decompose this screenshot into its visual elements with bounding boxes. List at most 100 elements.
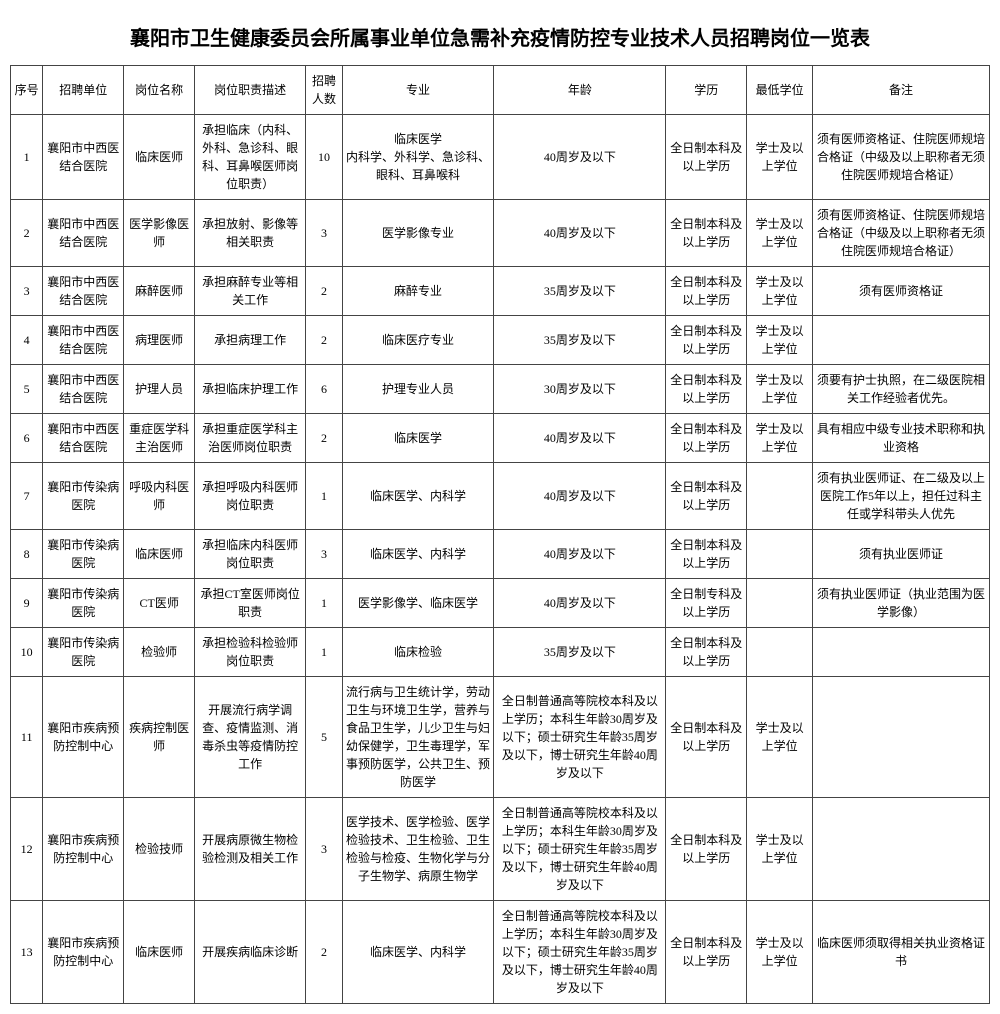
table-row: 10襄阳市传染病医院检验师承担检验科检验师岗位职责1临床检验35周岁及以下全日制… [11, 628, 990, 677]
cell-desc: 承担临床内科医师岗位职责 [195, 530, 306, 579]
table-row: 4襄阳市中西医结合医院病理医师承担病理工作2临床医疗专业35周岁及以下全日制本科… [11, 316, 990, 365]
cell-unit: 襄阳市传染病医院 [43, 463, 124, 530]
cell-seq: 9 [11, 579, 43, 628]
cell-num: 1 [306, 579, 342, 628]
col-degree: 最低学位 [747, 66, 813, 115]
cell-unit: 襄阳市疾病预防控制中心 [43, 901, 124, 1004]
cell-desc: 承担检验科检验师岗位职责 [195, 628, 306, 677]
cell-major: 临床医学 [342, 414, 494, 463]
cell-position: 护理人员 [124, 365, 195, 414]
cell-unit: 襄阳市疾病预防控制中心 [43, 798, 124, 901]
cell-unit: 襄阳市中西医结合医院 [43, 200, 124, 267]
table-row: 13襄阳市疾病预防控制中心临床医师开展疾病临床诊断2临床医学、内科学全日制普通高… [11, 901, 990, 1004]
cell-age: 35周岁及以下 [494, 628, 666, 677]
cell-age: 40周岁及以下 [494, 200, 666, 267]
cell-age: 全日制普通高等院校本科及以上学历；本科生年龄30周岁及以下；硕士研究生年龄35周… [494, 798, 666, 901]
cell-num: 3 [306, 798, 342, 901]
cell-desc: 承担临床（内科、外科、急诊科、眼科、耳鼻喉医师岗位职责） [195, 115, 306, 200]
cell-major: 护理专业人员 [342, 365, 494, 414]
table-row: 7襄阳市传染病医院呼吸内科医师承担呼吸内科医师岗位职责1临床医学、内科学40周岁… [11, 463, 990, 530]
cell-note: 须有医师资格证 [812, 267, 989, 316]
cell-num: 5 [306, 677, 342, 798]
cell-edu: 全日制本科及以上学历 [666, 530, 747, 579]
cell-edu: 全日制专科及以上学历 [666, 579, 747, 628]
cell-major: 医学影像专业 [342, 200, 494, 267]
cell-seq: 4 [11, 316, 43, 365]
cell-unit: 襄阳市中西医结合医院 [43, 267, 124, 316]
cell-note: 临床医师须取得相关执业资格证书 [812, 901, 989, 1004]
cell-num: 10 [306, 115, 342, 200]
table-row: 5襄阳市中西医结合医院护理人员承担临床护理工作6护理专业人员30周岁及以下全日制… [11, 365, 990, 414]
cell-desc: 承担麻醉专业等相关工作 [195, 267, 306, 316]
cell-age: 30周岁及以下 [494, 365, 666, 414]
col-edu: 学历 [666, 66, 747, 115]
cell-degree: 学士及以上学位 [747, 316, 813, 365]
cell-num: 2 [306, 901, 342, 1004]
cell-desc: 承担呼吸内科医师岗位职责 [195, 463, 306, 530]
cell-degree: 学士及以上学位 [747, 115, 813, 200]
cell-note [812, 677, 989, 798]
cell-major: 麻醉专业 [342, 267, 494, 316]
cell-unit: 襄阳市中西医结合医院 [43, 316, 124, 365]
cell-seq: 7 [11, 463, 43, 530]
table-row: 6襄阳市中西医结合医院重症医学科主治医师承担重症医学科主治医师岗位职责2临床医学… [11, 414, 990, 463]
cell-edu: 全日制本科及以上学历 [666, 798, 747, 901]
cell-degree: 学士及以上学位 [747, 414, 813, 463]
cell-unit: 襄阳市传染病医院 [43, 628, 124, 677]
cell-seq: 8 [11, 530, 43, 579]
cell-position: 麻醉医师 [124, 267, 195, 316]
cell-desc: 开展病原微生物检验检测及相关工作 [195, 798, 306, 901]
page-title: 襄阳市卫生健康委员会所属事业单位急需补充疫情防控专业技术人员招聘岗位一览表 [10, 10, 990, 65]
cell-degree: 学士及以上学位 [747, 677, 813, 798]
cell-unit: 襄阳市疾病预防控制中心 [43, 677, 124, 798]
cell-age: 40周岁及以下 [494, 530, 666, 579]
cell-num: 1 [306, 463, 342, 530]
col-note: 备注 [812, 66, 989, 115]
cell-position: CT医师 [124, 579, 195, 628]
cell-num: 3 [306, 200, 342, 267]
table-row: 11襄阳市疾病预防控制中心疾病控制医师开展流行病学调查、疫情监测、消毒杀虫等疫情… [11, 677, 990, 798]
cell-position: 呼吸内科医师 [124, 463, 195, 530]
cell-seq: 10 [11, 628, 43, 677]
table-row: 9襄阳市传染病医院CT医师承担CT室医师岗位职责1医学影像学、临床医学40周岁及… [11, 579, 990, 628]
cell-edu: 全日制本科及以上学历 [666, 200, 747, 267]
cell-num: 3 [306, 530, 342, 579]
table-row: 2襄阳市中西医结合医院医学影像医师承担放射、影像等相关职责3医学影像专业40周岁… [11, 200, 990, 267]
cell-note: 须要有护士执照，在二级医院相关工作经验者优先。 [812, 365, 989, 414]
cell-unit: 襄阳市中西医结合医院 [43, 115, 124, 200]
cell-seq: 3 [11, 267, 43, 316]
table-body: 1襄阳市中西医结合医院临床医师承担临床（内科、外科、急诊科、眼科、耳鼻喉医师岗位… [11, 115, 990, 1004]
cell-desc: 开展疾病临床诊断 [195, 901, 306, 1004]
cell-note: 须有执业医师证 [812, 530, 989, 579]
cell-note [812, 316, 989, 365]
cell-edu: 全日制本科及以上学历 [666, 463, 747, 530]
cell-num: 2 [306, 414, 342, 463]
cell-num: 2 [306, 316, 342, 365]
cell-degree: 学士及以上学位 [747, 200, 813, 267]
cell-major: 临床检验 [342, 628, 494, 677]
col-position: 岗位名称 [124, 66, 195, 115]
col-num: 招聘人数 [306, 66, 342, 115]
cell-major: 临床医学、内科学 [342, 901, 494, 1004]
cell-age: 35周岁及以下 [494, 316, 666, 365]
cell-desc: 承担CT室医师岗位职责 [195, 579, 306, 628]
cell-seq: 13 [11, 901, 43, 1004]
cell-age: 40周岁及以下 [494, 115, 666, 200]
cell-degree [747, 579, 813, 628]
col-major: 专业 [342, 66, 494, 115]
cell-edu: 全日制本科及以上学历 [666, 677, 747, 798]
col-age: 年龄 [494, 66, 666, 115]
cell-position: 疾病控制医师 [124, 677, 195, 798]
cell-age: 40周岁及以下 [494, 579, 666, 628]
table-row: 8襄阳市传染病医院临床医师承担临床内科医师岗位职责3临床医学、内科学40周岁及以… [11, 530, 990, 579]
cell-position: 医学影像医师 [124, 200, 195, 267]
cell-seq: 6 [11, 414, 43, 463]
table-header-row: 序号 招聘单位 岗位名称 岗位职责描述 招聘人数 专业 年龄 学历 最低学位 备… [11, 66, 990, 115]
cell-note [812, 798, 989, 901]
cell-note: 具有相应中级专业技术职称和执业资格 [812, 414, 989, 463]
cell-major: 医学技术、医学检验、医学检验技术、卫生检验、卫生检验与检疫、生物化学与分子生物学… [342, 798, 494, 901]
cell-edu: 全日制本科及以上学历 [666, 901, 747, 1004]
cell-major: 临床医疗专业 [342, 316, 494, 365]
cell-major: 临床医学内科学、外科学、急诊科、眼科、耳鼻喉科 [342, 115, 494, 200]
cell-num: 1 [306, 628, 342, 677]
